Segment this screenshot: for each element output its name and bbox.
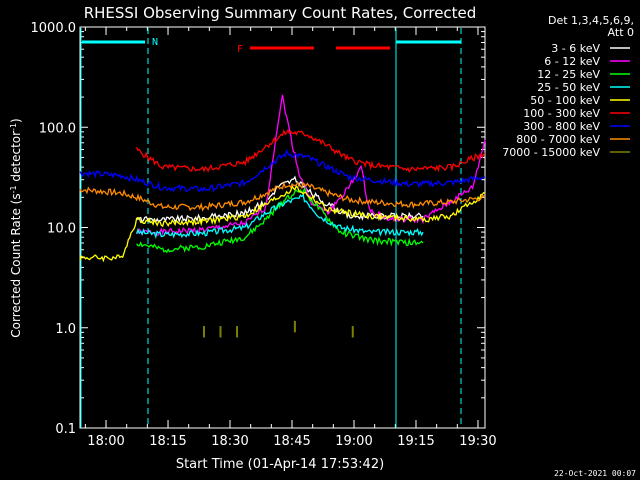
legend-entry-label: 7000 - 15000 keV <box>502 146 600 159</box>
series-line-300-800-keV <box>79 148 486 193</box>
legend-entry-label: 300 - 800 keV <box>523 120 600 133</box>
flag-indicators: N F <box>80 28 462 428</box>
x-tick-label: 18:45 <box>273 434 310 449</box>
x-tick-label: 18:15 <box>149 434 186 449</box>
data-series <box>79 94 486 338</box>
legend-entry-label: 800 - 7000 keV <box>516 133 600 146</box>
flare-flag-label: F <box>237 44 243 55</box>
x-tick-label: 18:00 <box>87 434 124 449</box>
legend-entry-label: 25 - 50 keV <box>537 81 600 94</box>
legend-entry-label: 12 - 25 keV <box>537 68 600 81</box>
y-tick-label: 0.1 <box>55 422 76 437</box>
night-flag-label: N <box>152 37 158 48</box>
x-tick-label: 18:30 <box>211 434 248 449</box>
x-tick-label: 19:15 <box>397 434 434 449</box>
y-tick-label: 10.0 <box>47 222 76 237</box>
timestamp: 22-Oct-2021 00:07 <box>554 469 636 478</box>
legend-entry-label: 100 - 300 keV <box>523 107 600 120</box>
series-line-25-50-keV <box>135 193 424 240</box>
y-tick-label: 1.0 <box>55 322 76 337</box>
chart-title: RHESSI Observing Summary Count Rates, Co… <box>84 4 477 22</box>
x-tick-label: 19:30 <box>459 434 496 449</box>
series-line-6-12-keV <box>136 94 486 237</box>
legend-entry-label: 50 - 100 keV <box>530 94 600 107</box>
x-axis-label: Start Time (01-Apr-14 17:53:42) <box>176 457 384 472</box>
series-line-12-25-keV <box>136 186 424 254</box>
plot-frame <box>79 26 486 429</box>
series-line-3-6-keV <box>136 175 424 224</box>
legend-entry-label: 3 - 6 keV <box>551 42 600 55</box>
legend-header: Det 1,3,4,5,6,9, <box>548 14 634 27</box>
series-line-800-7000-keV <box>79 180 486 212</box>
series-line-50-100-keV <box>79 184 486 263</box>
y-tick-label: 100.0 <box>39 121 76 136</box>
y-tick-label: 1000.0 <box>31 21 77 36</box>
legend-entry-label: 6 - 12 keV <box>544 55 600 68</box>
series-line-100-300-keV <box>136 128 486 173</box>
y-axis-label: Corrected Count Rate (s-1 detector-1) <box>9 118 24 337</box>
y-axis: 1000.0 100.0 10.0 1.0 0.1 <box>31 21 485 437</box>
legend-header: Att 0 <box>608 26 634 39</box>
x-axis: 18:00 18:15 18:30 18:45 19:00 19:15 19:30 <box>84 27 497 449</box>
x-tick-label: 19:00 <box>335 434 372 449</box>
